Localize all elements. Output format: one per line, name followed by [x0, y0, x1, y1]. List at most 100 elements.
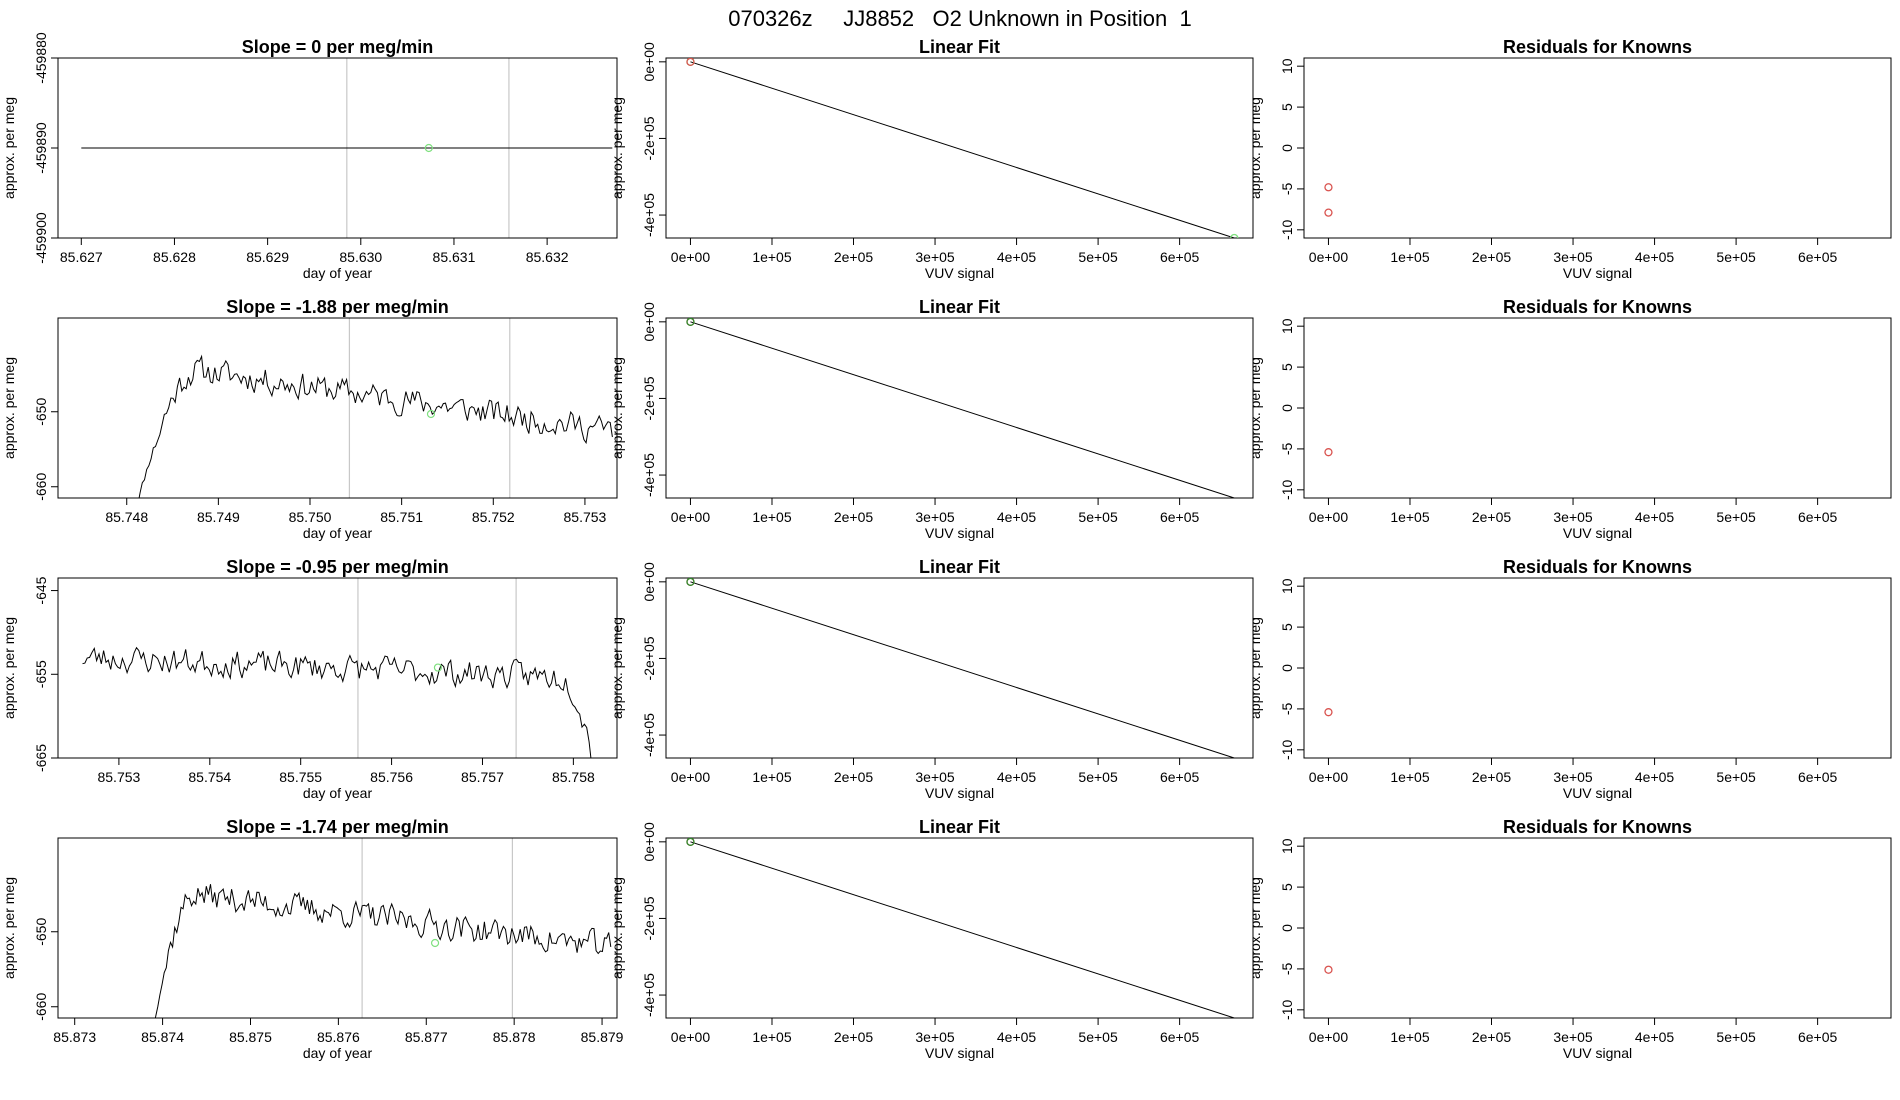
- x-axis-label: VUV signal: [925, 1045, 994, 1061]
- x-tick-label: 85.629: [246, 249, 289, 265]
- panel-title: Slope = -1.74 per meg/min: [226, 817, 449, 837]
- plot-frame: [665, 57, 1254, 239]
- x-tick-label: 5e+05: [1716, 509, 1756, 525]
- x-axis-label: VUV signal: [925, 265, 994, 281]
- y-tick-label: -459880: [33, 32, 49, 84]
- x-tick-label: 85.757: [461, 769, 504, 785]
- x-tick-label: 2e+05: [1472, 249, 1512, 265]
- x-tick-label: 0e+00: [671, 249, 711, 265]
- x-tick-label: 85.756: [370, 769, 413, 785]
- x-tick-label: 6e+05: [1160, 1029, 1200, 1045]
- series-line: [82, 646, 592, 758]
- fit-line: [690, 841, 1235, 1018]
- x-tick-label: 6e+05: [1798, 769, 1838, 785]
- x-tick-label: 1e+05: [752, 249, 792, 265]
- plot-area: [81, 143, 613, 153]
- x-tick-label: 4e+05: [997, 1029, 1037, 1045]
- y-axis-label: approx. per meg: [609, 617, 625, 719]
- x-tick-label: 0e+00: [671, 1029, 711, 1045]
- data-point: [1324, 208, 1333, 217]
- x-axis-label: VUV signal: [1563, 265, 1632, 281]
- series-line: [138, 354, 613, 498]
- x-tick-label: 85.751: [380, 509, 423, 525]
- panel-timeseries-row0: Slope = 0 per meg/min 85.627 85.628 85.629 8…: [1, 32, 618, 281]
- data-point: [686, 838, 695, 846]
- x-tick-label: 85.753: [97, 769, 140, 785]
- y-tick-label: -2e+05: [641, 376, 657, 420]
- y-tick-label: -10: [1279, 999, 1295, 1019]
- x-tick-label: 6e+05: [1160, 249, 1200, 265]
- x-tick-label: 3e+05: [1553, 509, 1593, 525]
- x-tick-label: 85.627: [60, 249, 103, 265]
- x-tick-label: 6e+05: [1160, 769, 1200, 785]
- x-tick-label: 1e+05: [1390, 769, 1430, 785]
- data-point: [1230, 233, 1239, 238]
- panel-timeseries-row2: Slope = -0.95 per meg/min 85.753 85.754 85.…: [1, 557, 618, 801]
- x-tick-label: 2e+05: [1472, 769, 1512, 785]
- x-tick-label: 5e+05: [1716, 1029, 1756, 1045]
- x-tick-label: 2e+05: [834, 1029, 874, 1045]
- y-tick-label: 0: [1279, 404, 1295, 412]
- panel-linearfit-row0: Linear Fit 0e+00 1e+05 2e+05 3e+05 4e+05 5e+05…: [609, 37, 1254, 281]
- unknown-point-marker: [424, 143, 433, 153]
- x-tick-label: 1e+05: [752, 1029, 792, 1045]
- panel-title: Slope = 0 per meg/min: [242, 37, 434, 57]
- x-tick-label: 85.748: [105, 509, 148, 525]
- y-tick-label: -2e+05: [641, 896, 657, 940]
- panel-grid: Slope = 0 per meg/min 85.627 85.628 85.629 8…: [1, 32, 1892, 1061]
- data-point: [1324, 448, 1333, 457]
- panel-timeseries-row3: Slope = -1.74 per meg/min 85.873 85.874 85.…: [1, 817, 624, 1061]
- x-tick-label: 85.630: [339, 249, 382, 265]
- y-tick-label: 0e+00: [641, 822, 657, 862]
- y-axis-label: approx. per meg: [609, 877, 625, 979]
- y-tick-label: -655: [33, 660, 49, 688]
- x-tick-label: 0e+00: [1309, 1029, 1349, 1045]
- plot-area: [686, 578, 1235, 758]
- panel-title: Linear Fit: [919, 37, 1000, 57]
- plot-frame: [665, 317, 1254, 499]
- panel-residuals-row0: Residuals for Knowns 0e+00 1e+05 2e+05 3e+05…: [1247, 37, 1892, 281]
- y-axis-label: approx. per meg: [1, 617, 17, 719]
- panel-residuals-row1: Residuals for Knowns 0e+00 1e+05 2e+05 3e+05…: [1247, 297, 1892, 541]
- x-tick-label: 1e+05: [1390, 509, 1430, 525]
- fit-line: [690, 321, 1235, 498]
- y-tick-label: -4e+05: [641, 713, 657, 757]
- x-tick-label: 6e+05: [1160, 509, 1200, 525]
- y-tick-label: -660: [33, 993, 49, 1021]
- x-tick-label: 3e+05: [915, 509, 955, 525]
- x-tick-label: 6e+05: [1798, 509, 1838, 525]
- x-tick-label: 1e+05: [1390, 249, 1430, 265]
- x-tick-label: 85.878: [493, 1029, 536, 1045]
- x-tick-label: 3e+05: [1553, 1029, 1593, 1045]
- x-axis-label: day of year: [303, 1045, 373, 1061]
- panel-title: Residuals for Knowns: [1503, 817, 1692, 837]
- y-tick-label: -4e+05: [641, 193, 657, 237]
- y-axis-label: approx. per meg: [609, 357, 625, 459]
- y-axis-label: approx. per meg: [1, 357, 17, 459]
- y-tick-label: -459890: [33, 122, 49, 174]
- panel-timeseries-row1: Slope = -1.88 per meg/min 85.748 85.749 85.…: [1, 297, 618, 541]
- y-tick-label: 0e+00: [641, 302, 657, 342]
- x-tick-label: 4e+05: [1635, 249, 1675, 265]
- plot-area: [686, 58, 1239, 238]
- x-tick-label: 4e+05: [1635, 769, 1675, 785]
- y-tick-label: -650: [33, 918, 49, 946]
- x-tick-label: 0e+00: [671, 769, 711, 785]
- plot-area: [138, 354, 613, 498]
- x-tick-label: 85.753: [564, 509, 607, 525]
- plot-area: [1324, 448, 1333, 457]
- panel-title: Residuals for Knowns: [1503, 37, 1692, 57]
- panel-title: Linear Fit: [919, 817, 1000, 837]
- x-tick-label: 85.749: [197, 509, 240, 525]
- data-point: [686, 318, 695, 326]
- panel-title: Residuals for Knowns: [1503, 557, 1692, 577]
- x-tick-label: 85.874: [141, 1029, 184, 1045]
- x-tick-label: 85.758: [552, 769, 595, 785]
- y-axis-label: approx. per meg: [1247, 617, 1263, 719]
- panel-title: Residuals for Knowns: [1503, 297, 1692, 317]
- y-tick-label: -5: [1279, 702, 1295, 715]
- x-axis-label: VUV signal: [925, 525, 994, 541]
- x-tick-label: 85.631: [433, 249, 476, 265]
- x-tick-label: 6e+05: [1798, 249, 1838, 265]
